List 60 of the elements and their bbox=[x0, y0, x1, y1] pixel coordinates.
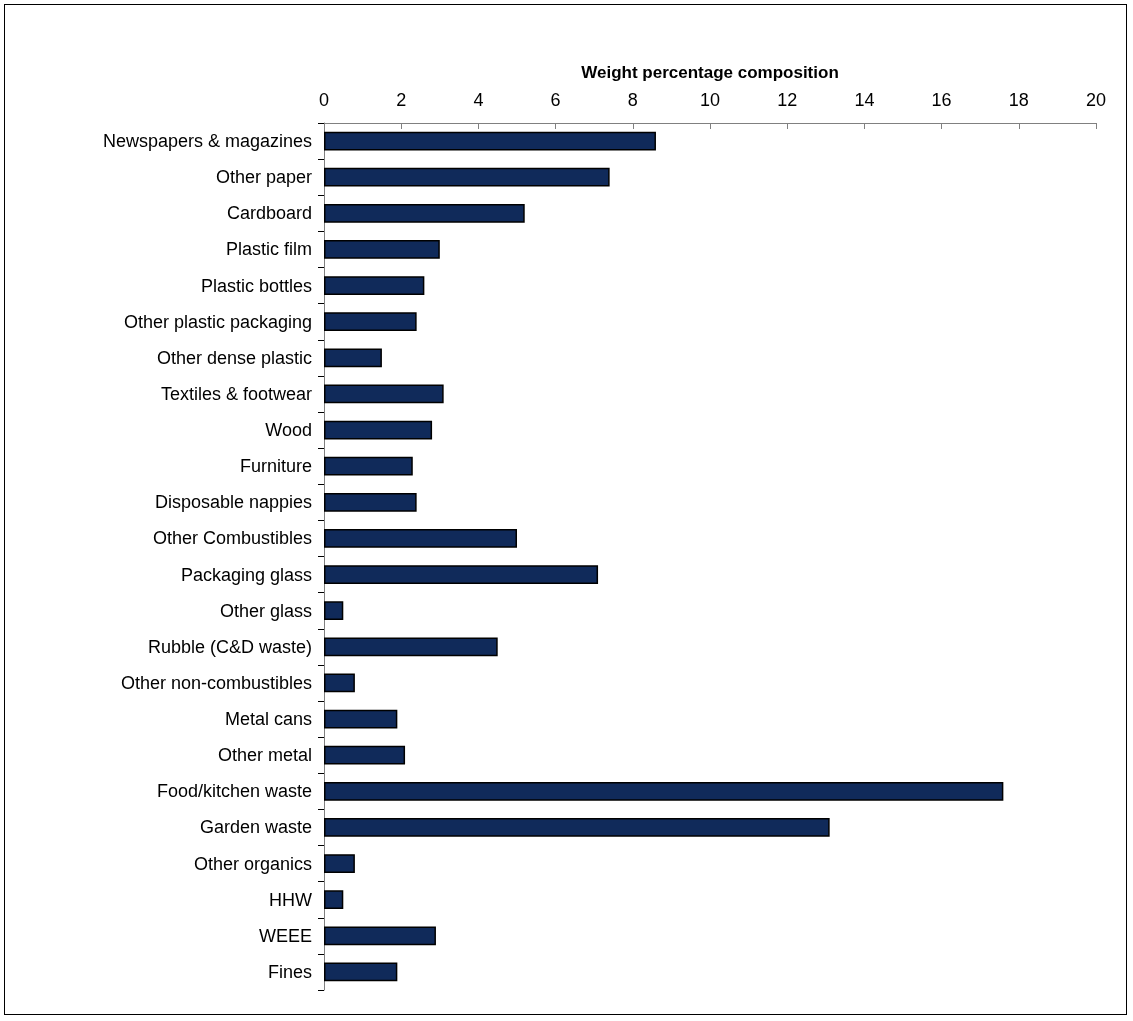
bar bbox=[324, 276, 425, 295]
y-tick-label: Other paper bbox=[215, 167, 312, 188]
bar bbox=[324, 131, 656, 151]
bar bbox=[324, 348, 382, 368]
bar bbox=[324, 492, 417, 512]
bar bbox=[324, 601, 344, 621]
x-tick-label: 0 bbox=[318, 90, 330, 110]
y-tick-label: Plastic film bbox=[225, 239, 312, 260]
bar bbox=[324, 745, 406, 765]
bar bbox=[324, 818, 830, 837]
bar bbox=[324, 962, 398, 982]
bar bbox=[324, 420, 433, 440]
x-tick-label: 4 bbox=[473, 90, 484, 110]
x-tick-label: 10 bbox=[699, 90, 721, 110]
bar bbox=[324, 926, 436, 946]
x-tick-label: 16 bbox=[931, 90, 952, 110]
y-tick-label: Other metal bbox=[217, 745, 312, 766]
y-tick-label: Other plastic packaging bbox=[123, 311, 312, 332]
y-tick-label: Metal cans bbox=[224, 709, 312, 730]
x-axis-title: Weight percentage composition bbox=[581, 63, 839, 82]
y-tick-label: Other dense plastic bbox=[156, 347, 312, 368]
bar bbox=[324, 312, 417, 332]
y-tick-label: Garden waste bbox=[199, 817, 312, 838]
y-tick-label: Other Combustibles bbox=[152, 528, 312, 549]
y-tick-label: Rubble (C&D waste) bbox=[147, 636, 312, 657]
y-tick-label: WEEE bbox=[258, 925, 312, 946]
bar bbox=[324, 529, 517, 548]
bar bbox=[324, 854, 355, 873]
y-tick-label: Other glass bbox=[219, 600, 312, 621]
x-tick-label: 2 bbox=[396, 90, 407, 110]
y-tick-label: Other organics bbox=[193, 853, 312, 874]
y-tick-label: Cardboard bbox=[226, 203, 312, 224]
y-tick-label: Other non-combustibles bbox=[120, 672, 312, 693]
bar bbox=[324, 384, 444, 404]
y-tick-label: Newspapers & magazines bbox=[102, 131, 312, 152]
y-tick-label: Furniture bbox=[239, 456, 312, 477]
bar bbox=[324, 673, 355, 693]
y-tick-label: Textiles & footwear bbox=[160, 383, 312, 404]
x-tick-label: 20 bbox=[1085, 90, 1107, 110]
x-tick-label: 18 bbox=[1008, 90, 1029, 110]
bar bbox=[324, 203, 525, 223]
x-tick-label: 12 bbox=[777, 90, 798, 110]
y-tick-label: Disposable nappies bbox=[154, 492, 312, 513]
y-tick-label: Fines bbox=[267, 961, 312, 982]
bar bbox=[324, 456, 413, 476]
bar bbox=[324, 781, 1004, 801]
bar bbox=[324, 890, 344, 910]
y-tick-label: Plastic bottles bbox=[200, 275, 312, 296]
y-tick-label: Wood bbox=[265, 420, 312, 441]
x-tick-label: 6 bbox=[550, 90, 561, 110]
bar bbox=[324, 637, 498, 657]
y-tick-label: HHW bbox=[269, 889, 312, 910]
x-tick-label: 8 bbox=[627, 90, 638, 110]
bar bbox=[324, 240, 440, 259]
y-tick-label: Packaging glass bbox=[180, 564, 312, 585]
x-tick-label: 14 bbox=[854, 90, 875, 110]
bar bbox=[324, 565, 599, 584]
bar bbox=[324, 709, 398, 729]
y-tick-label: Food/kitchen waste bbox=[156, 781, 312, 802]
bar bbox=[324, 167, 610, 187]
